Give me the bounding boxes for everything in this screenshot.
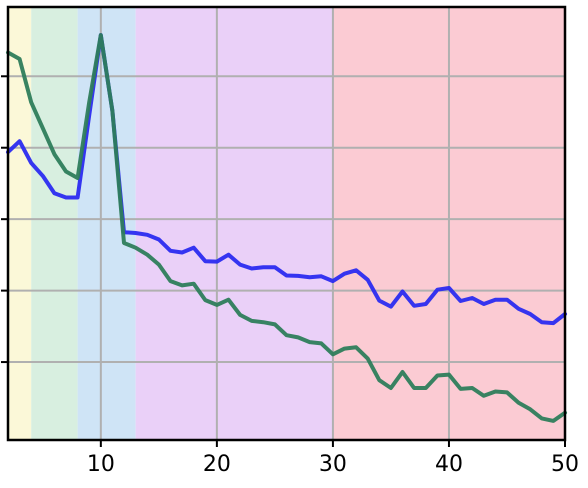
x-axis-ticks: 10 20 30 40 50 bbox=[1, 75, 579, 477]
x-tick-label-10: 10 bbox=[87, 452, 115, 477]
x-tick-label-40: 40 bbox=[435, 452, 463, 477]
background-band-2 bbox=[31, 7, 78, 440]
x-tick-label-30: 30 bbox=[319, 452, 347, 477]
background-bands bbox=[8, 7, 565, 440]
series-line-2 bbox=[6, 33, 567, 423]
data-series bbox=[6, 33, 567, 423]
x-tick-label-20: 20 bbox=[203, 452, 231, 477]
background-band-4 bbox=[135, 7, 333, 440]
background-band-1 bbox=[8, 7, 32, 440]
plot-frame bbox=[6, 5, 567, 442]
x-tick-label-50: 50 bbox=[551, 452, 579, 477]
